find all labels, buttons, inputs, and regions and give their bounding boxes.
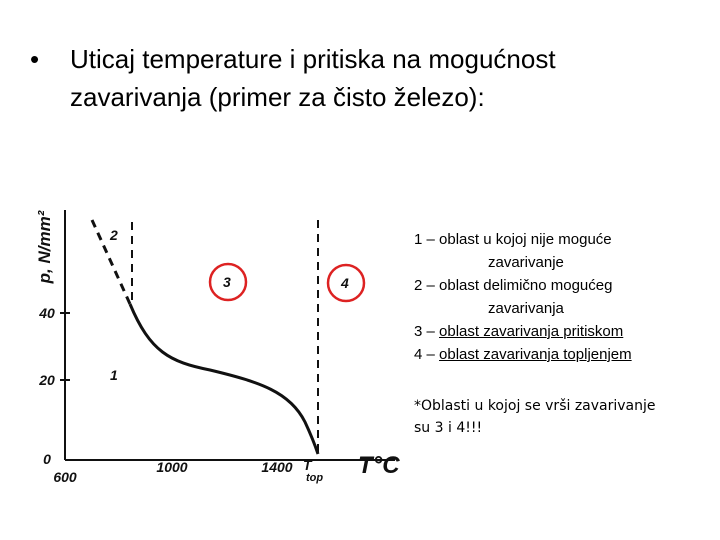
region-label: 2 [109, 227, 118, 243]
legend-prefix: 4 – [414, 346, 435, 363]
legend-prefix: 3 – [414, 323, 435, 340]
bullet-line: zavarivanja (primer za čisto železo): [70, 82, 485, 112]
legend-prefix: 2 – [414, 277, 435, 294]
y-axis-label: p, N/mm² [35, 209, 54, 284]
region-circle [208, 262, 248, 302]
region-label: 3 [223, 274, 231, 290]
t-top-subscript: top [306, 472, 323, 484]
x-tick-label: 600 [53, 469, 77, 485]
bullet-mark: • [30, 44, 40, 74]
x-axis-label: T°C [358, 452, 400, 479]
region-label: 1 [110, 367, 118, 383]
legend-text: oblast zavarivanja topljenjem [439, 346, 632, 363]
y-tick-label: 0 [43, 451, 51, 467]
legend-prefix: 1 – [414, 231, 435, 248]
region-label: 4 [340, 275, 349, 291]
x-tick-label: 1000 [156, 459, 187, 475]
legend-cont: zavarivanja [488, 300, 564, 317]
legend-text: oblast zavarivanja pritiskom [439, 323, 624, 340]
note-line: su 3 i 4!!! [414, 420, 483, 436]
bullet-line: Uticaj temperature i pritiska na mogućno… [70, 44, 556, 74]
curve-dashed [90, 219, 132, 305]
note-line: *Oblasti u kojoj se vrši zavarivanje [414, 398, 656, 414]
legend-item: 2 – oblast delimično mogućeg [414, 277, 612, 294]
legend-text: oblast u kojoj nije moguće [439, 231, 612, 248]
figure: p, N/mm² 0 20 40 600 1000 1400 T top T°C… [35, 209, 400, 485]
y-tick-label: 40 [38, 305, 55, 321]
x-tick-label: 1400 [261, 459, 292, 475]
region-circle [326, 263, 366, 303]
curve [128, 303, 320, 455]
legend-item: 1 – oblast u kojoj nije moguće [414, 231, 612, 248]
legend-text: oblast delimično mogućeg [439, 277, 613, 294]
legend-item: 3 – oblast zavarivanja pritiskom [414, 323, 623, 340]
t-top-label: T [303, 457, 313, 473]
legend-cont: zavarivanje [488, 254, 564, 271]
y-tick-label: 20 [38, 372, 55, 388]
legend-item: 4 – oblast zavarivanja topljenjem [414, 346, 632, 363]
